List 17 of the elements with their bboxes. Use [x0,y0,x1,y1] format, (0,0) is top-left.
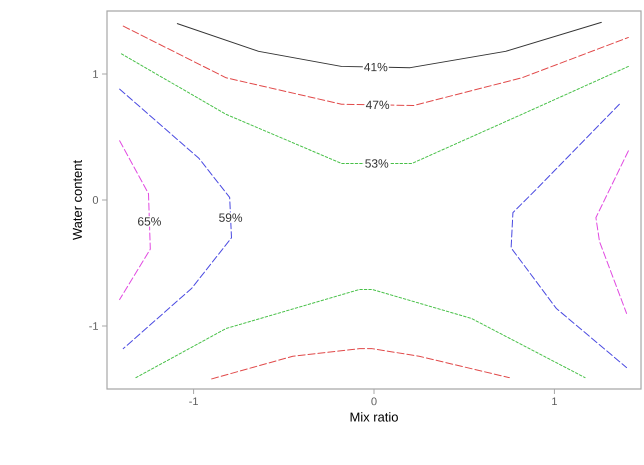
y-tick-label: 1 [93,70,98,78]
annotation: 59% [219,213,242,222]
line-series [595,150,629,314]
y-tick-label: 0 [92,196,98,204]
y-axis-title: Water content [72,160,82,240]
x-tick-label: -1 [189,398,198,406]
annotation: 41% [364,62,388,72]
annotation: 47% [366,100,390,110]
x-axis-title: Mix ratio [350,412,398,422]
x-tick-label: 0 [371,398,377,406]
line-series [510,104,628,368]
x-tick-label: 1 [552,398,557,406]
y-tick-label: -1 [89,322,98,330]
line-series [211,348,510,380]
annotation: 65% [138,217,161,226]
line-series [135,288,586,378]
annotation: 53% [365,159,388,168]
